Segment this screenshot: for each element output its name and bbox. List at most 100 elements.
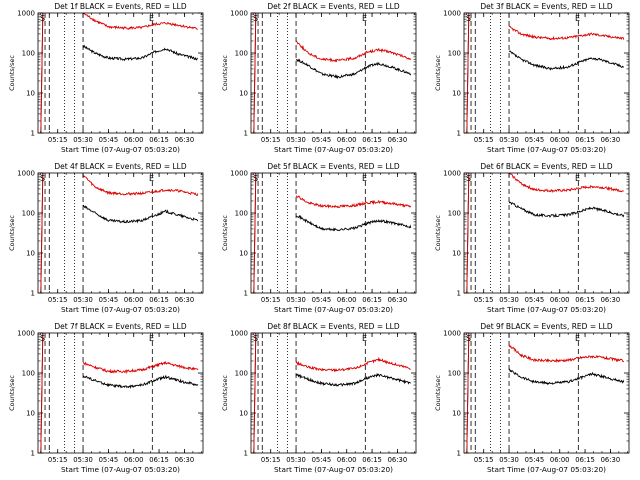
y-tick-label: 1 [457, 450, 461, 458]
y-axis-label: Counts/sec [434, 215, 442, 251]
detector-panel: Det 2f BLACK = Events, RED = LLD 1 10 100 10… [213, 0, 426, 160]
lld-series-line [295, 356, 411, 373]
chart-title: Det 2f BLACK = Events, RED = LLD [267, 2, 400, 11]
y-tick-label: 1000 [443, 330, 461, 338]
x-tick-label: 05:30 [73, 456, 93, 464]
y-tick-label: 1000 [230, 10, 248, 18]
x-tick-label: 05:15 [261, 296, 281, 304]
detector-chart: Det 8f BLACK = Events, RED = LLD 1 10 100 10… [221, 322, 417, 474]
y-tick-label: 1000 [443, 10, 461, 18]
detector-panel: Det 1f BLACK = Events, RED = LLD 1 10 100 10… [0, 0, 213, 160]
events-series-line [508, 201, 625, 218]
series-group [40, 173, 199, 293]
x-tick-label: 06:15 [149, 136, 169, 144]
x-tick-label: 06:15 [575, 136, 595, 144]
detector-panel: Det 3f BLACK = Events, RED = LLD 1 10 100 10… [426, 0, 639, 160]
x-tick-label: 06:00 [550, 136, 570, 144]
x-tick-label: 06:30 [388, 296, 408, 304]
end-marker-label: E [575, 334, 580, 343]
plot-frame [250, 332, 417, 454]
y-tick-label: 10 [26, 90, 35, 98]
detector-chart: Det 6f BLACK = Events, RED = LLD 1 10 100 10… [434, 162, 630, 314]
start-marker-label: S [40, 14, 45, 23]
series-group [466, 173, 625, 293]
plot-frame [37, 172, 204, 294]
x-tick-label: 06:00 [550, 296, 570, 304]
start-marker-label: S [40, 334, 45, 343]
detector-chart: Det 3f BLACK = Events, RED = LLD 1 10 100 10… [434, 2, 630, 154]
y-tick-label: 10 [26, 250, 35, 258]
start-marker-label: S [466, 14, 471, 23]
x-tick-label: 06:30 [175, 456, 195, 464]
x-tick-label: 06:15 [362, 456, 382, 464]
y-tick-label: 1000 [443, 170, 461, 178]
x-axis-label: Start Time (07-Aug-07 05:03:20) [487, 465, 606, 474]
y-tick-label: 1000 [17, 10, 35, 18]
end-marker-label: E [149, 334, 154, 343]
plot-frame [250, 172, 417, 294]
x-axis-label: Start Time (07-Aug-07 05:03:20) [274, 465, 393, 474]
x-tick-label: 06:00 [124, 136, 144, 144]
x-tick-label: 05:30 [73, 296, 93, 304]
x-tick-label: 05:45 [312, 136, 332, 144]
x-tick-label: 06:00 [337, 136, 357, 144]
x-tick-label: 06:15 [362, 136, 382, 144]
lld-rise-line [466, 333, 470, 453]
detector-chart: Det 4f BLACK = Events, RED = LLD 1 10 100 10… [8, 162, 204, 314]
y-tick-label: 100 [235, 370, 248, 378]
x-tick-label: 05:15 [48, 296, 68, 304]
x-tick-label: 05:30 [286, 136, 306, 144]
lld-rise-line [40, 173, 44, 293]
y-tick-label: 100 [448, 370, 461, 378]
x-tick-label: 05:15 [48, 136, 68, 144]
lld-rise-line [253, 173, 257, 293]
x-tick-label: 05:45 [99, 296, 119, 304]
x-tick-label: 06:15 [149, 456, 169, 464]
y-tick-label: 1000 [17, 170, 35, 178]
x-tick-label: 06:00 [124, 296, 144, 304]
y-tick-label: 10 [239, 250, 248, 258]
x-tick-label: 05:45 [312, 296, 332, 304]
detector-panel: Det 6f BLACK = Events, RED = LLD 1 10 100 10… [426, 160, 639, 320]
series-group [40, 333, 199, 453]
x-tick-label: 05:30 [286, 456, 306, 464]
end-marker-label: E [575, 14, 580, 23]
x-tick-label: 06:30 [601, 136, 621, 144]
y-tick-label: 1 [457, 290, 461, 298]
y-tick-label: 1 [31, 130, 35, 138]
chart-title: Det 3f BLACK = Events, RED = LLD [480, 2, 613, 11]
detector-chart: Det 1f BLACK = Events, RED = LLD 1 10 100 10… [8, 2, 204, 154]
lld-rise-line [40, 13, 44, 133]
detector-panel: Det 8f BLACK = Events, RED = LLD 1 10 100 10… [213, 320, 426, 480]
y-tick-label: 1 [244, 290, 248, 298]
x-tick-label: 05:30 [499, 296, 519, 304]
y-tick-label: 10 [452, 90, 461, 98]
x-tick-label: 05:15 [48, 456, 68, 464]
x-axis-label: Start Time (07-Aug-07 05:03:20) [274, 145, 393, 154]
events-series-line [82, 204, 199, 224]
y-tick-label: 1 [31, 450, 35, 458]
start-marker-label: S [466, 334, 471, 343]
start-marker-label: S [253, 174, 258, 183]
x-tick-label: 06:30 [175, 296, 195, 304]
lld-series-line [82, 174, 199, 197]
x-axis-label: Start Time (07-Aug-07 05:03:20) [61, 305, 180, 314]
x-tick-label: 05:45 [99, 456, 119, 464]
lld-rise-line [253, 13, 257, 133]
y-tick-label: 10 [239, 410, 248, 418]
y-tick-label: 100 [235, 210, 248, 218]
chart-title: Det 9f BLACK = Events, RED = LLD [480, 322, 613, 331]
series-group [253, 333, 412, 453]
y-axis-label: Counts/sec [221, 55, 229, 91]
chart-title: Det 1f BLACK = Events, RED = LLD [54, 2, 187, 11]
chart-title: Det 7f BLACK = Events, RED = LLD [54, 322, 187, 331]
end-marker-label: E [149, 14, 154, 23]
events-series-line [295, 58, 412, 80]
y-tick-label: 100 [22, 50, 35, 58]
y-tick-label: 1000 [17, 330, 35, 338]
y-tick-label: 10 [452, 410, 461, 418]
x-axis-label: Start Time (07-Aug-07 05:03:20) [487, 305, 606, 314]
start-marker-label: S [253, 334, 258, 343]
start-marker-label: S [253, 14, 258, 23]
y-tick-label: 100 [22, 210, 35, 218]
